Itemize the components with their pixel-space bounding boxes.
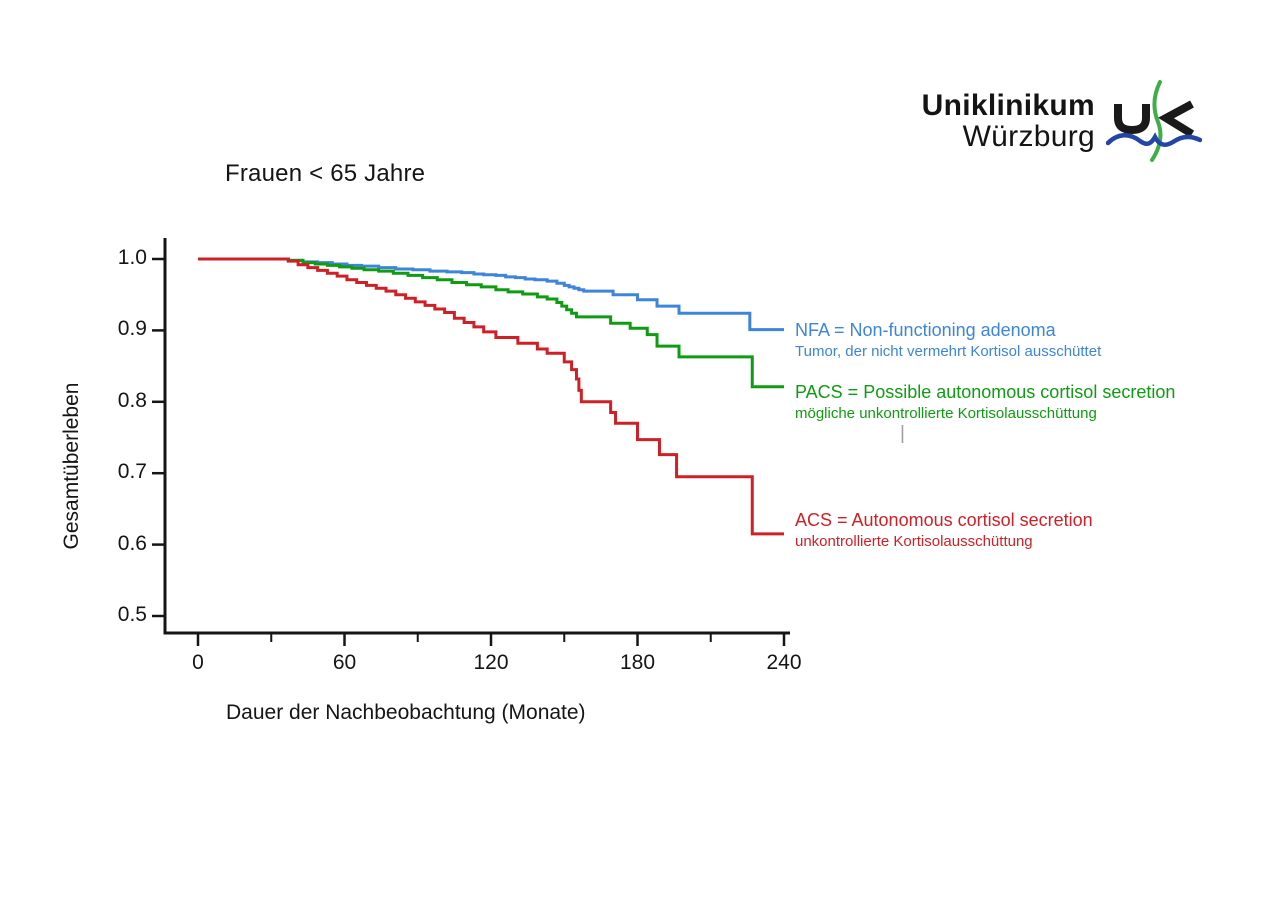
- y-tick-label: 0.9: [117, 317, 147, 341]
- clinic-logo-text: Uniklinikum Würzburg: [922, 90, 1095, 152]
- uk-logo-icon: [1106, 80, 1202, 162]
- legend-nfa-label: NFA = Non-functioning adenoma: [795, 320, 1056, 340]
- y-axis-label: Gesamtüberleben: [60, 382, 83, 550]
- survival-curve-acs: [198, 257, 784, 536]
- uk-mark-blue-wave-icon: [1106, 132, 1202, 147]
- uk-mark-green-swoosh-icon: [1150, 80, 1163, 162]
- legend-pacs-label: PACS = Possible autonomous cortisol secr…: [795, 382, 1176, 402]
- x-tick-label: 60: [332, 651, 357, 674]
- legend-acs-sublabel: unkontrollierte Kortisolausschüttung: [795, 533, 1033, 550]
- uk-mark-k-shape: [1157, 100, 1195, 138]
- legend-pacs-sublabel: mögliche unkontrollierte Kortisolausschü…: [795, 405, 1097, 422]
- y-tick-label: 0.8: [117, 388, 147, 412]
- survival-curve-pacs: [198, 257, 784, 389]
- x-tick-label: 120: [473, 651, 509, 674]
- y-tick-label: 0.7: [117, 460, 147, 484]
- y-tick-label: 0.5: [117, 603, 147, 626]
- survival-curve-nfa: [198, 257, 784, 332]
- y-tick-label: 0.6: [117, 531, 147, 555]
- censor-tick-mark: |: [900, 423, 905, 444]
- clinic-name-line1: Uniklinikum: [921, 89, 1095, 122]
- legend-acs-label: ACS = Autonomous cortisol secretion: [795, 510, 1093, 530]
- y-tick-label: 1.0: [117, 246, 147, 269]
- uk-mark-u-shape: [1114, 104, 1150, 135]
- legend-nfa-sublabel: Tumor, der nicht vermehrt Kortisol aussc…: [795, 343, 1102, 360]
- x-axis-label: Dauer der Nachbeobachtung (Monate): [226, 701, 586, 724]
- clinic-name-line2: Würzburg: [962, 120, 1095, 153]
- x-tick-label: 0: [192, 651, 204, 674]
- x-tick-label: 240: [766, 651, 802, 674]
- chart-title: Frauen < 65 Jahre: [225, 160, 426, 187]
- x-tick-label: 180: [619, 651, 656, 674]
